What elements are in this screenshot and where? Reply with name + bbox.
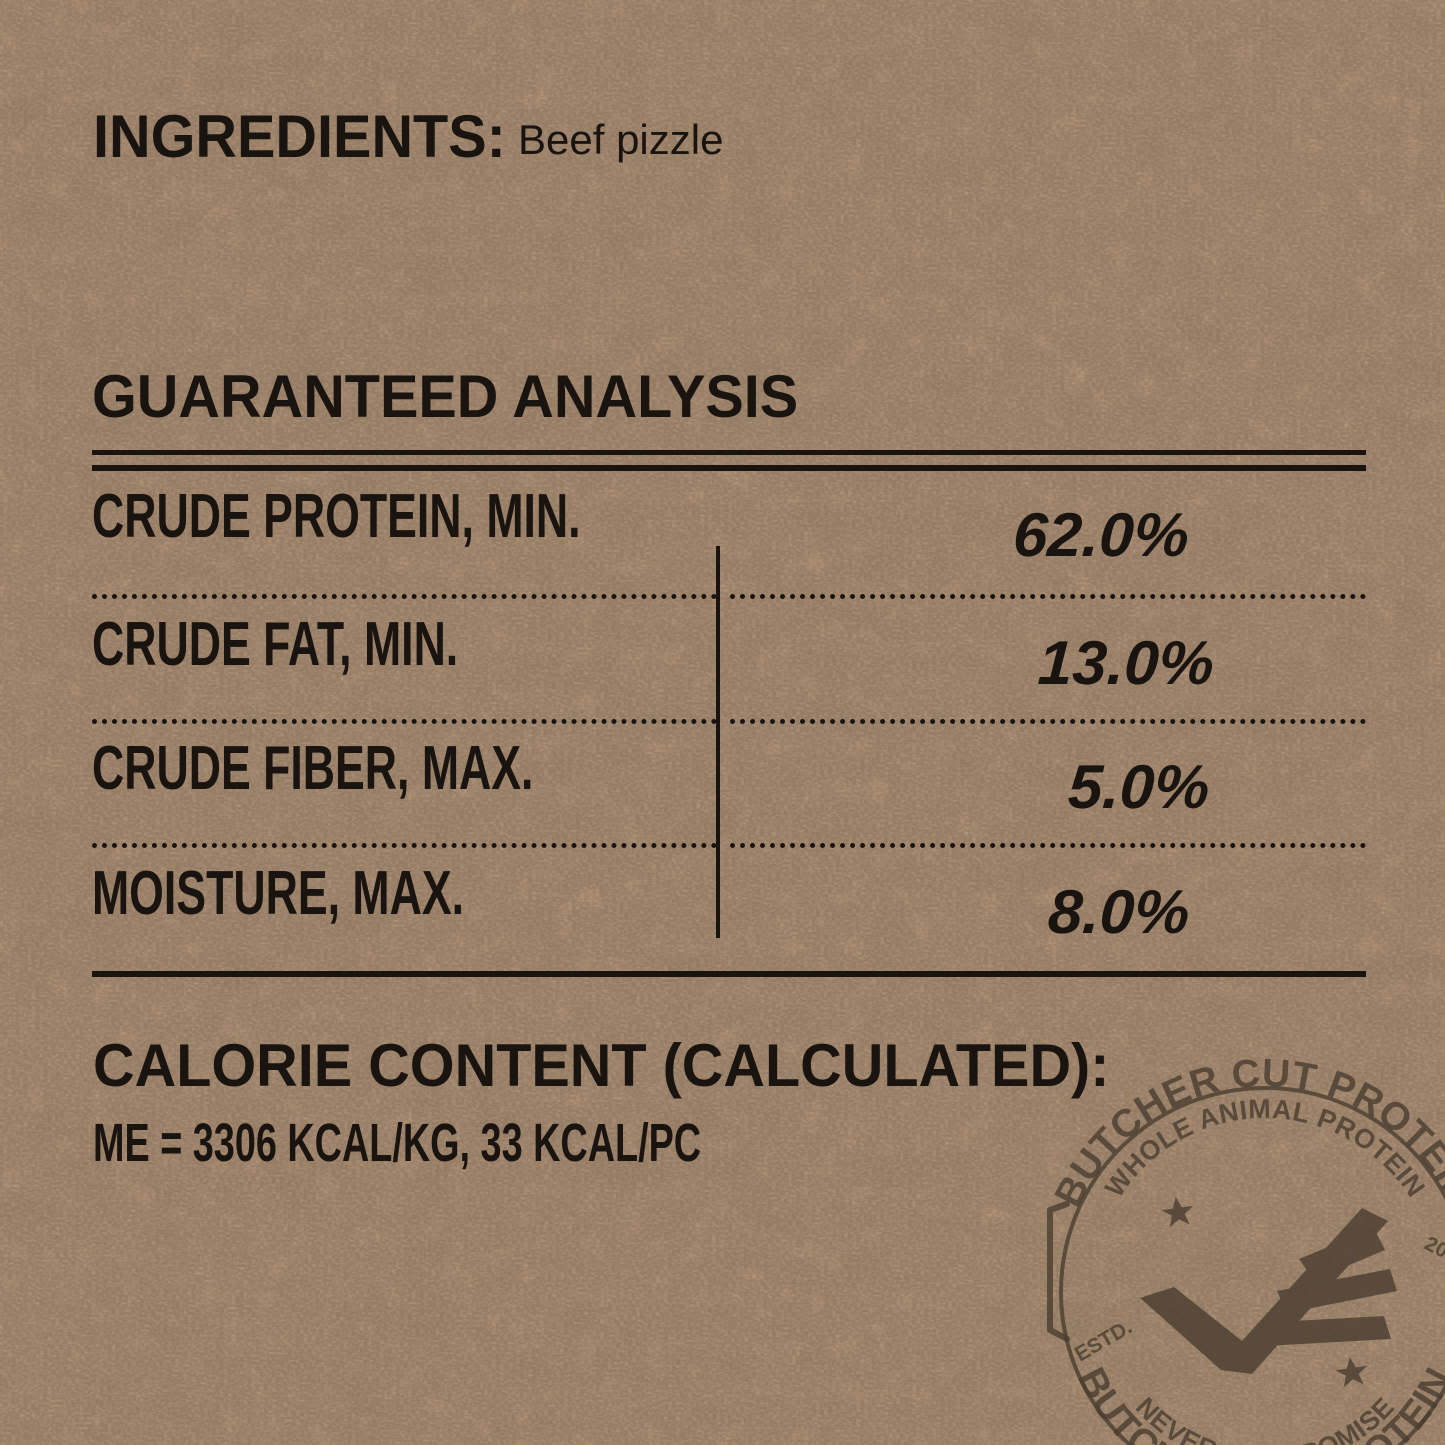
svg-text:ESTD.: ESTD. <box>1071 1315 1136 1366</box>
svg-text:200: 200 <box>1421 1232 1445 1268</box>
svg-text:NEVER COMPROMISE: NEVER COMPROMISE <box>1130 1392 1400 1445</box>
